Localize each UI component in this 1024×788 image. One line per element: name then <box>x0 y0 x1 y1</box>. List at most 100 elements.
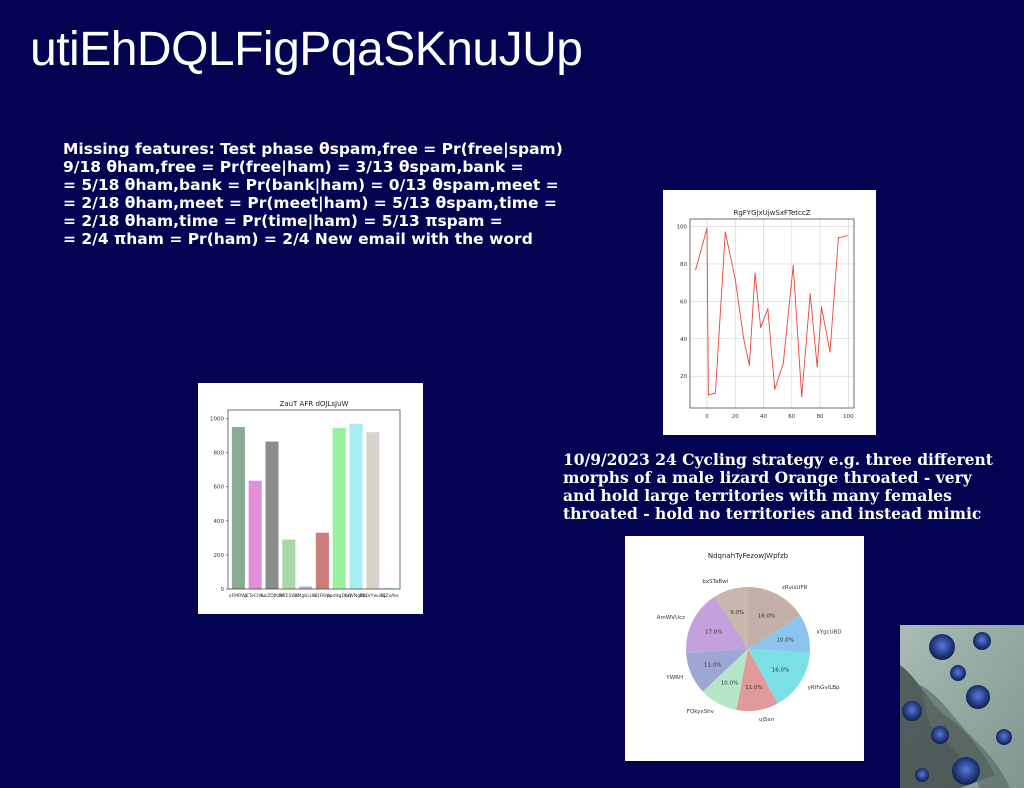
bar-chart-card: ZauT AFR dOJLsJuW 0 200 400 600 800 1000 xFMRWs… <box>198 383 423 614</box>
slice-label: yRfhGvlLBp <box>808 685 840 691</box>
text-line: throated - hold no territories and inste… <box>563 504 982 523</box>
x-tick-label: 0 <box>705 414 709 420</box>
fractal-image <box>900 625 1024 788</box>
slice-percent-label: 16.0% <box>772 668 789 674</box>
chart-title: RgFYGjxUjwSxFTetccZ <box>733 209 810 217</box>
slice-percent-label: 17.0% <box>705 630 722 636</box>
slice-label: ujSxn <box>759 717 775 723</box>
bar <box>315 532 329 589</box>
y-tick-label: 200 <box>214 553 225 559</box>
data-point <box>829 351 831 353</box>
pie-slice <box>748 615 811 653</box>
plot-frame <box>227 409 401 590</box>
data-point <box>837 237 840 239</box>
bar <box>248 480 262 589</box>
slide-title: utiEhDQLFigPqaSKnuJUp <box>30 23 583 76</box>
data-point <box>724 231 726 233</box>
x-tick-label: YusZDJKAB <box>259 593 285 599</box>
slice-percent-label: 11.0% <box>704 662 721 668</box>
bar <box>299 586 313 589</box>
fractal-photo <box>900 625 1024 788</box>
data-point <box>706 227 708 229</box>
y-tick-label: 1000 <box>210 417 224 423</box>
y-tick-label: 600 <box>214 485 225 491</box>
data-point <box>760 326 762 329</box>
text-line: = 2/4 πham = Pr(ham) = 2/4 New email wit… <box>63 230 533 248</box>
y-tick-label: 40 <box>680 337 687 343</box>
plot-frame <box>689 218 855 409</box>
bar <box>383 588 397 589</box>
data-point <box>743 338 745 340</box>
bar-chart: ZauT AFR dOJLsJuW 0 200 400 600 800 1000 xFMRWs… <box>210 400 401 599</box>
pie-chart: NdqnahTyFezowJWpfzb 16.0% zRvisUFR 10.0% xYg… <box>657 552 842 723</box>
data-point <box>695 268 697 271</box>
data-point <box>767 308 769 310</box>
data-point <box>748 364 750 366</box>
y-tick-label: 60 <box>680 299 687 305</box>
x-tick-label: zMgbLHb <box>295 593 316 599</box>
slice-label: AmWVUcz <box>657 615 685 621</box>
slice-label: YWRH <box>665 675 683 681</box>
x-tick-label: 60 <box>788 414 795 420</box>
pie-slice <box>714 587 748 649</box>
slice-percent-label: 10.0% <box>721 681 738 687</box>
bar <box>332 427 346 589</box>
data-point <box>846 235 848 237</box>
data-point <box>707 394 709 396</box>
slice-label: FQkyxShv <box>687 709 715 715</box>
pie-slice <box>748 587 801 649</box>
slice-percent-label: 16.0% <box>758 613 775 619</box>
bar <box>282 539 296 589</box>
y-tick-label: 100 <box>677 224 688 230</box>
slice-percent-label: 10.0% <box>776 637 793 643</box>
chart-title: NdqnahTyFezowJWpfzb <box>708 552 789 560</box>
pie-chart-card: NdqnahTyFezowJWpfzb 16.0% zRvisUFR 10.0% xYg… <box>625 536 864 761</box>
x-tick-label: 80 <box>817 414 824 420</box>
x-tick-label: SDFKMy <box>313 593 332 599</box>
x-tick-label: xFMRWs <box>229 593 249 599</box>
text-line: = 2/18 θham,meet = Pr(meet|ham) = 5/13 θ… <box>63 194 557 212</box>
x-tick-label: WYESWC <box>278 593 299 599</box>
text-line: 10/9/2023 24 Cycling strategy e.g. three… <box>563 450 993 469</box>
chart-title: ZauT AFR dOJLsJuW <box>280 400 349 408</box>
data-point <box>816 366 818 368</box>
text-line: morphs of a male lizard Orange throated … <box>563 468 972 487</box>
slice-percent-label: 9.0% <box>730 610 744 616</box>
data-point <box>782 362 784 364</box>
bar <box>231 427 245 589</box>
text-line: Missing features: Test phase θspam,free … <box>63 140 563 158</box>
data-point <box>734 278 736 280</box>
y-tick-label: 20 <box>680 374 687 380</box>
bar <box>265 441 279 589</box>
y-tick-label: 400 <box>214 519 225 525</box>
text-block-cycling: 10/9/2023 24 Cycling strategy e.g. three… <box>563 451 993 523</box>
data-point <box>754 272 756 274</box>
data-point <box>774 388 776 390</box>
data-point <box>820 306 823 308</box>
pie-slice <box>736 649 778 711</box>
pie-slice <box>686 649 748 692</box>
data-point <box>714 392 717 394</box>
text-block-features: Missing features: Test phase θspam,free … <box>63 140 563 248</box>
y-tick-label: 800 <box>214 451 225 457</box>
pie-slice <box>748 649 810 704</box>
bar <box>349 423 363 589</box>
slice-label: bxSTaBwi <box>702 579 728 585</box>
data-point <box>801 396 803 398</box>
text-line: = 2/18 θham,time = Pr(time|ham) = 5/13 π… <box>63 212 503 230</box>
x-tick-label: BKLVYwuGL <box>359 593 386 599</box>
y-tick-label: 80 <box>680 262 687 268</box>
text-line: 9/18 θham,free = Pr(free|ham) = 3/13 θsp… <box>63 158 524 176</box>
slice-label: zRvisUFR <box>782 585 808 591</box>
pie-slice <box>685 596 748 653</box>
x-tick-label: fuWNglNz <box>345 593 368 599</box>
y-tick-label: 0 <box>221 587 225 593</box>
x-tick-label: 100 <box>843 414 854 420</box>
x-tick-label: 40 <box>760 414 767 420</box>
text-line: = 5/18 θham,bank = Pr(bank|ham) = 0/13 θ… <box>63 176 559 194</box>
data-point <box>809 293 811 295</box>
slice-percent-label: 11.0% <box>745 685 762 691</box>
series-line <box>695 228 847 397</box>
pie-slice <box>702 649 748 710</box>
line-chart: RgFYGjxUjwSxFTetccZ 0 20 40 60 80 100 20 40 60 80 1… <box>677 209 855 420</box>
